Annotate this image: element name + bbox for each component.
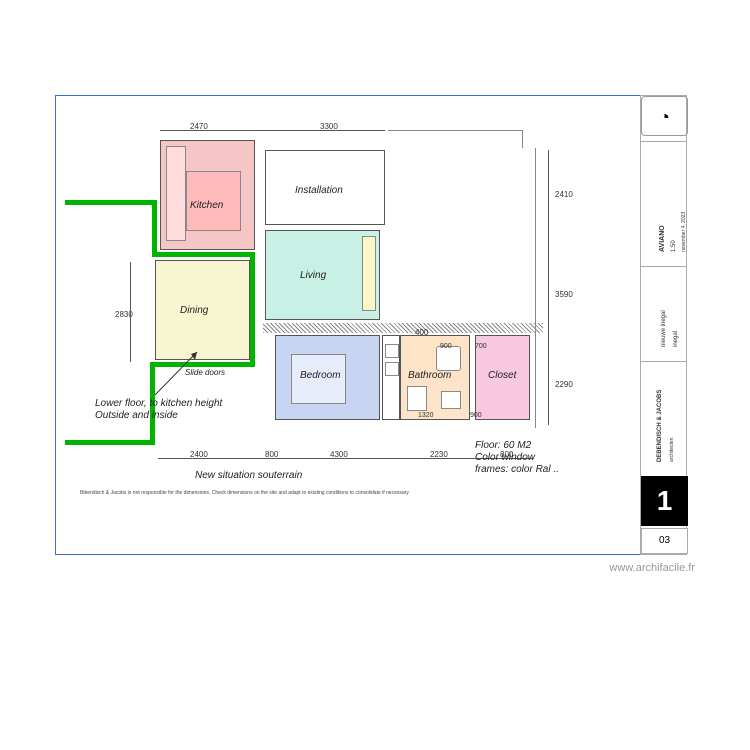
green-line-6 <box>65 440 155 445</box>
label-bathroom: Bathroom <box>408 370 451 381</box>
tb-project-2: 1:50 <box>671 240 677 252</box>
note-frames: frames: color Ral .. <box>475 464 559 475</box>
tb-date: november 4, 2023 <box>681 212 687 252</box>
green-line-1 <box>152 200 157 255</box>
note-lower-2: Outside and inside <box>95 410 178 421</box>
wall-hatch <box>263 323 543 333</box>
tb-project-1: AVIANO <box>659 225 666 252</box>
watermark: www.archifacile.fr <box>609 562 695 574</box>
green-line-2 <box>152 252 255 257</box>
tb-big-number: 1 <box>641 476 688 526</box>
logo-icon: ◔ <box>641 96 688 136</box>
tb-field1: nieuwe inegal <box>661 310 667 347</box>
dimline-top <box>160 130 385 131</box>
label-installation: Installation <box>295 185 343 196</box>
tb-company: DEBENDISCH & JACOBS <box>657 390 663 462</box>
label-bedroom: Bedroom <box>300 370 341 381</box>
title-block: ◔ AVIANO 1:50 november 4, 2023 nieuwe in… <box>640 95 687 555</box>
room-kitchen <box>160 140 255 250</box>
dim-bath-3: 700 <box>475 343 487 350</box>
green-line-0 <box>65 200 157 205</box>
label-living: Living <box>300 270 326 281</box>
tb-subtitle: architecten <box>669 438 675 462</box>
dim-bath-fix: 1320 <box>418 412 434 419</box>
dimline-right <box>548 150 549 425</box>
note-lower-1: Lower floor, to kitchen height <box>95 398 222 409</box>
note-slide-doors: Slide doors <box>185 368 225 377</box>
label-dining: Dining <box>180 305 208 316</box>
dim-bath-2: 900 <box>440 343 452 350</box>
dimline-left <box>130 262 131 362</box>
green-line-3 <box>250 252 255 367</box>
note-floor-area: Floor: 60 M2 <box>475 440 531 451</box>
outer-wall-right <box>535 148 536 428</box>
dim-right-upper: 2410 <box>555 190 573 199</box>
note-new-sit: New situation souterrain <box>195 470 302 481</box>
label-closet: Closet <box>488 370 516 381</box>
dim-bath-fix2: 900 <box>470 412 482 419</box>
tb-field2: inegal <box>673 331 679 347</box>
label-kitchen: Kitchen <box>190 200 223 211</box>
dim-bath-1: 400 <box>415 328 428 337</box>
terrace-outline <box>388 130 523 148</box>
dim-right-mid: 3590 <box>555 290 573 299</box>
tb-sheet-no: 03 <box>641 528 688 554</box>
dim-right-lower: 2290 <box>555 380 573 389</box>
disclaimer: Bibendisch & Jacobs is not responsible f… <box>80 490 410 496</box>
note-color-window: Color window <box>475 452 535 463</box>
washer-stack <box>382 335 400 420</box>
floorplan-canvas: Kitchen Installation Living Dining Bedro… <box>0 0 750 750</box>
